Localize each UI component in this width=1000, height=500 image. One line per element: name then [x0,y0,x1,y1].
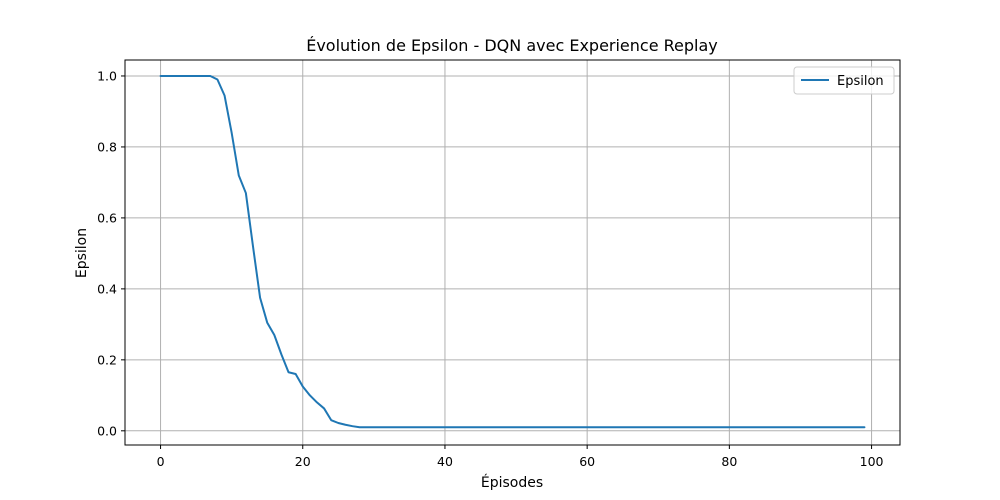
legend-box [793,66,895,95]
y-tick-label: 1.0 [97,68,117,83]
y-tick-label: 0.6 [97,210,117,225]
legend-label-epsilon: Epsilon [837,74,884,89]
x-tick-label: 40 [437,454,453,469]
y-axis-ticks: 0.0 0.2 0.4 0.6 0.8 1.0 [97,68,125,438]
y-tick-label: 0.0 [97,423,117,438]
chart-title: Évolution de Epsilon - DQN avec Experien… [306,36,718,55]
series-layer [159,74,866,429]
plot-frame [124,59,901,446]
series-line-epsilon [159,74,866,429]
y-tick-label: 0.8 [97,139,117,154]
x-tick-label: 60 [579,454,595,469]
x-tick-label: 0 [157,454,165,469]
y-axis-label: Epsilon [74,228,90,278]
x-tick-label: 100 [860,454,884,469]
x-axis-label: Épisodes [481,474,543,491]
grid [125,60,900,445]
y-tick-label: 0.4 [97,281,117,296]
x-tick-label: 20 [295,454,311,469]
x-axis-ticks: 0 20 40 60 80 100 [157,445,884,469]
x-tick-label: 80 [721,454,737,469]
legend: Epsilon [793,66,895,95]
y-tick-label: 0.2 [97,352,117,367]
